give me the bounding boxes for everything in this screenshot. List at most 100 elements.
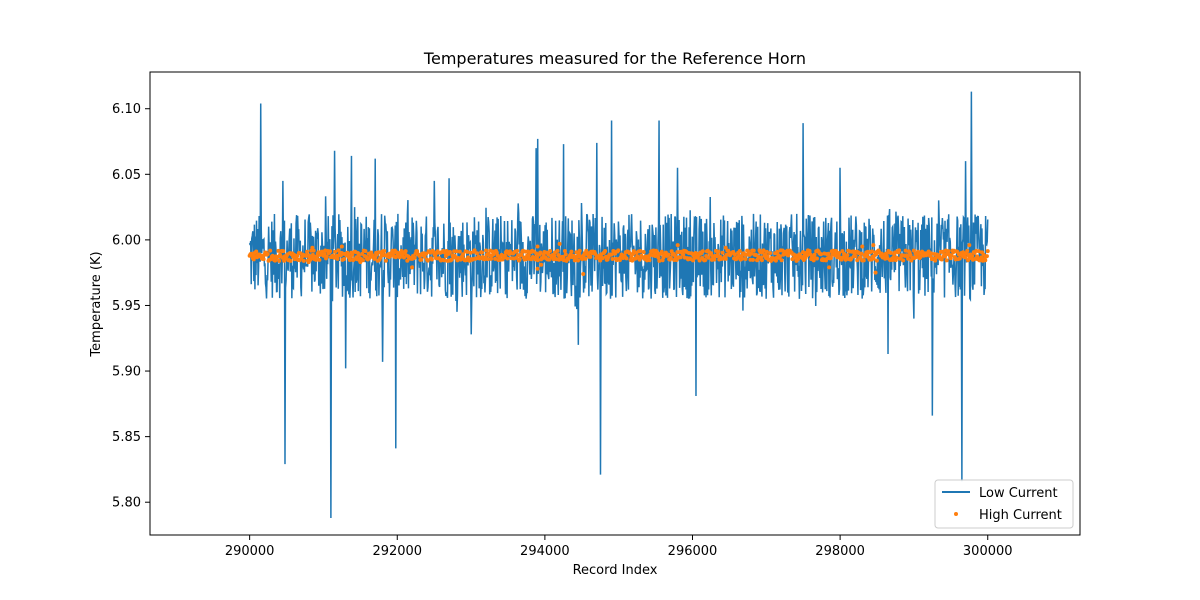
high-current-point [812,252,817,257]
high-current-point [505,256,510,261]
high-current-point [562,249,567,254]
high-current-point [557,241,562,246]
high-current-point [979,255,984,260]
high-current-point [277,258,282,263]
high-current-point [301,258,306,263]
high-current-point [538,250,543,255]
high-current-point [281,249,286,254]
high-current-point [723,256,728,261]
legend-point-marker [954,512,958,516]
high-current-point [761,248,766,253]
high-current-point [350,252,355,257]
high-current-point [891,255,896,260]
high-current-point [454,249,459,254]
high-current-point [335,256,340,261]
high-current-point [475,251,480,256]
high-current-point [681,252,686,257]
y-tick-label: 6.05 [112,168,141,183]
y-tick-label: 5.85 [112,430,141,445]
high-current-point [358,260,363,265]
high-current-point [869,249,874,254]
high-current-point [535,258,540,263]
high-current-point [638,248,643,253]
high-current-point [310,245,315,250]
high-current-point [805,253,810,258]
high-current-point [949,253,954,258]
high-current-point [871,243,876,248]
high-current-point [415,249,420,254]
high-current-point [265,252,270,257]
y-tick-label: 6.00 [112,233,141,248]
high-current-point [268,248,273,253]
high-current-point [826,251,831,256]
high-current-point [484,248,489,253]
high-current-point [970,254,975,259]
high-current-point [765,254,770,259]
series-high-current-points [247,241,990,276]
high-current-point [703,257,708,262]
x-tick-label: 292000 [372,544,422,559]
high-current-point [347,258,352,263]
high-current-point [897,248,902,253]
y-tick-label: 5.80 [112,496,141,511]
high-current-point [584,248,589,253]
high-current-point [807,249,812,254]
high-current-point [572,258,577,263]
high-current-point [732,252,737,257]
high-current-point [254,249,259,254]
high-current-point [861,258,866,263]
high-current-point [610,257,615,262]
high-current-point [845,253,850,258]
high-current-point [493,256,498,261]
high-current-point [575,254,580,259]
high-current-point [874,252,879,257]
high-current-point [563,252,568,257]
high-current-point [410,265,415,270]
high-current-point [965,248,970,253]
high-current-point [656,255,661,260]
high-current-point [957,256,962,261]
series-low-current-line [248,91,989,518]
high-current-point [743,257,748,262]
high-current-point [712,257,717,262]
high-current-point [666,252,671,257]
legend: Low Current High Current [934,479,1074,529]
high-current-point [261,257,266,262]
high-current-point [819,252,824,257]
high-current-point [716,249,721,254]
high-current-point [328,249,333,254]
high-current-point [775,249,780,254]
high-current-point [600,256,605,261]
high-current-point [419,257,424,262]
high-current-point [860,244,865,249]
high-current-point [479,250,484,255]
x-tick-label: 294000 [520,544,570,559]
high-current-point [750,257,755,262]
high-current-point [627,251,632,256]
high-current-point [465,249,470,254]
high-current-point [624,256,629,261]
high-current-point [827,265,832,270]
high-current-point [720,250,725,255]
high-current-point [871,256,876,261]
high-current-point [276,248,281,253]
legend-label-low-current: Low Current [979,486,1058,501]
high-current-point [873,270,878,275]
high-current-point [723,245,728,250]
high-current-point [517,257,522,262]
high-current-point [697,258,702,263]
high-current-point [983,258,988,263]
high-current-point [814,256,819,261]
data-layer [247,91,990,518]
high-current-point [668,255,673,260]
x-tick-label: 296000 [668,544,718,559]
high-current-point [967,243,972,248]
high-current-point [547,257,552,262]
high-current-point [700,249,705,254]
high-current-point [751,248,756,253]
high-current-point [405,258,410,263]
high-current-point [306,260,311,265]
high-current-point [502,253,507,258]
high-current-point [657,258,662,263]
